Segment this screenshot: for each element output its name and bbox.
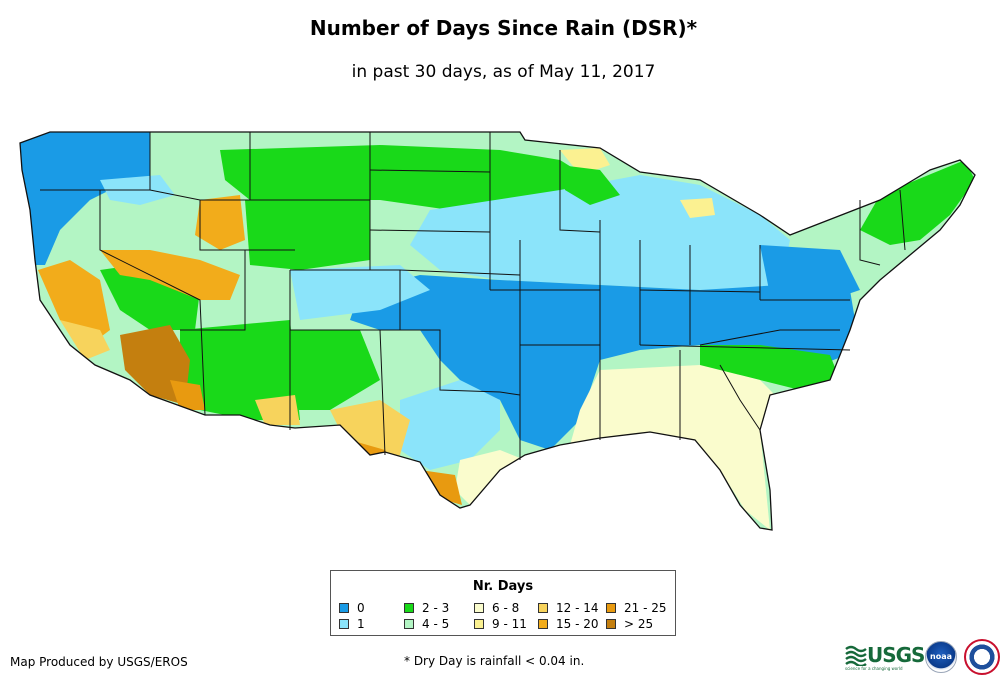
noaa-logo-text: noaa	[930, 652, 952, 661]
legend-label: 0	[357, 601, 365, 615]
zone-pennsylvania-0-days	[760, 245, 860, 300]
zone-wyoming-2-3-days	[245, 200, 370, 270]
zone-california-15-20-days	[38, 260, 110, 345]
zone-mn-9-11-days	[560, 148, 610, 175]
zone-se-arizona-12-14-days	[255, 395, 300, 425]
legend-swatch	[474, 619, 484, 629]
zone-texas-1-day	[400, 380, 500, 470]
zone-central-0-days	[350, 275, 860, 450]
legend-swatch	[404, 603, 414, 613]
legend-label: 6 - 8	[492, 601, 520, 615]
legend-label: 21 - 25	[624, 601, 667, 615]
zone-idaho-15-20-days	[195, 195, 245, 250]
legend: Nr. Days 0 1 2 - 3 4 - 5 6 - 8 9 - 11 12…	[330, 570, 676, 636]
state-boundaries	[19, 131, 976, 531]
legend-swatch	[606, 619, 616, 629]
credit-text: Map Produced by USGS/EROS	[10, 655, 188, 669]
zone-coastal-california-12-14-days	[60, 320, 110, 360]
usgs-logo-text: USGS	[867, 643, 925, 667]
zone-west-texas-12-14-days	[330, 400, 410, 460]
legend-label: 2 - 3	[422, 601, 450, 615]
legend-swatch	[538, 603, 548, 613]
noaa-logo: noaa	[925, 641, 957, 673]
zone-new-mexico-2-3-days	[290, 330, 380, 410]
zone-south-texas-6-8-days	[455, 450, 525, 505]
zone-upper-michigan-2-3-days	[560, 165, 620, 205]
zone-pacific-nw-0-days	[20, 132, 150, 265]
legend-label: 12 - 14	[556, 601, 599, 615]
zone-new-england-2-3-days	[860, 160, 975, 245]
legend-title: Nr. Days	[472, 579, 534, 594]
zone-arizona-2-3-days	[180, 320, 300, 420]
legend-swatch	[339, 603, 349, 613]
footnote-text: * Dry Day is rainfall < 0.04 in.	[404, 654, 585, 668]
legend-swatch	[474, 603, 484, 613]
zone-great-basin-15-20-days	[100, 250, 240, 300]
nws-logo	[964, 639, 1000, 675]
legend-label: 15 - 20	[556, 617, 599, 631]
legend-label: 1	[357, 617, 365, 631]
zone-colorado-1-day	[290, 265, 430, 320]
usgs-tagline: science for a changing world	[845, 666, 903, 671]
usgs-wave-icon	[845, 645, 867, 666]
zone-michigan-9-11-days	[680, 198, 715, 218]
legend-label: 9 - 11	[492, 617, 527, 631]
usgs-logo: USGS science for a changing world	[845, 643, 925, 671]
legend-label: 4 - 5	[422, 617, 450, 631]
dsr-raster	[20, 132, 975, 530]
legend-swatch	[606, 603, 616, 613]
zone-sw-arizona-21-25-days	[170, 380, 205, 410]
legend-label: > 25	[624, 617, 654, 631]
zone-southeast-6-8-days	[570, 365, 775, 530]
zone-carolinas-2-3-days	[700, 345, 840, 390]
map-subtitle: in past 30 days, as of May 11, 2017	[351, 62, 656, 82]
legend-swatch	[339, 619, 349, 629]
legend-swatch	[538, 619, 548, 629]
map-title: Number of Days Since Rain (DSR)*	[309, 16, 698, 40]
legend-swatch	[404, 619, 414, 629]
zone-northern-plains-2-3-days	[220, 145, 600, 215]
